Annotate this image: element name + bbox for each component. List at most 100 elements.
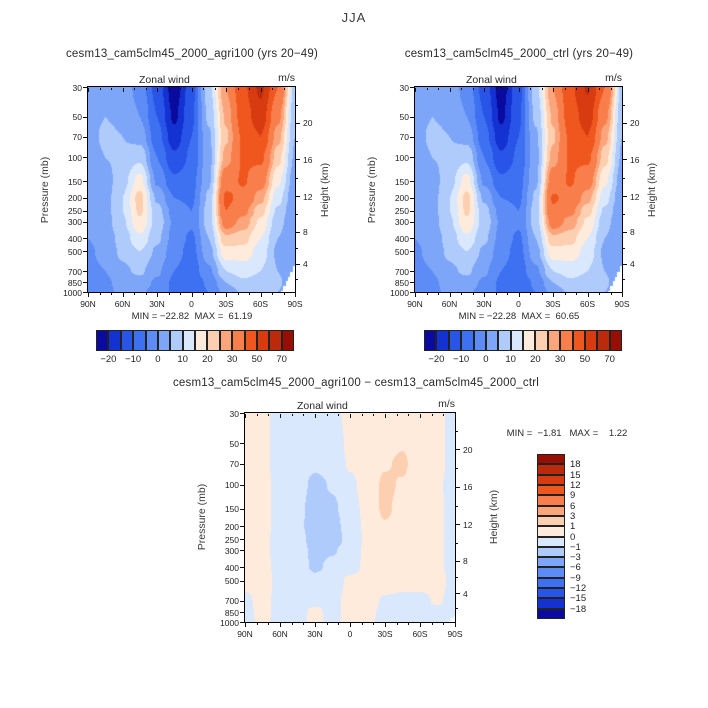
height-minor-tick [295, 278, 298, 280]
lat-major-tick [415, 292, 416, 297]
colorbar-swatch [281, 330, 294, 351]
colorbar-swatch [537, 515, 565, 527]
pressure-tick-label: 700 [394, 266, 409, 277]
colorbar-swatch [436, 330, 449, 351]
pressure-tick [240, 622, 245, 623]
colorbar-tick-label: 10 [505, 354, 516, 365]
height-minor-tick [295, 104, 298, 106]
lat-minor-tick [214, 292, 216, 295]
colorbar-tick-label: 9 [570, 490, 576, 502]
pressure-tick [240, 508, 245, 510]
colorbar-swatch [244, 330, 257, 351]
lat-minor-tick [361, 622, 363, 625]
lat-minor-tick [168, 292, 170, 295]
colorbar-swatch [537, 557, 565, 568]
height-minor-tick [295, 248, 298, 250]
lat-major-tick [226, 292, 227, 297]
pressure-tick-label: 30 [399, 82, 409, 93]
panel-title-agri100: cesm13_cam5clm45_2000_agri100 (yrs 20−49… [65, 48, 319, 60]
colorbar-tick-label: 0 [483, 354, 489, 365]
units-label-ctrl: m/s [605, 72, 622, 84]
lat-minor-tick [283, 292, 285, 295]
lat-minor-tick-top [99, 88, 101, 90]
lat-minor-tick-top [610, 88, 612, 90]
pressure-tick-label: 400 [67, 233, 82, 244]
lat-minor-tick [495, 292, 497, 295]
height-tick-label: 8 [463, 556, 468, 567]
lat-minor-tick-top [541, 88, 543, 90]
height-minor-tick [455, 577, 458, 579]
pressure-tick-label: 1000 [390, 287, 409, 298]
colorbar-swatch [537, 546, 565, 558]
lat-major-tick [420, 622, 421, 627]
lat-minor-tick-top [599, 88, 600, 90]
lat-minor-tick-top [268, 414, 270, 416]
pressure-tick [240, 463, 245, 465]
height-minor-tick [622, 177, 625, 179]
lat-minor-tick [443, 622, 445, 625]
height-tick [455, 593, 460, 595]
lat-tick-label: 60S [252, 299, 269, 309]
lat-minor-tick-top [530, 88, 531, 90]
height-tick [455, 560, 460, 562]
lat-minor-tick [268, 622, 270, 625]
pressure-tick-label: 150 [67, 176, 82, 187]
lat-major-tick-top [622, 88, 623, 92]
lat-minor-tick [203, 292, 204, 295]
pressure-tick [410, 238, 415, 240]
lat-minor-tick [180, 292, 181, 295]
height-tick-label: 16 [630, 154, 640, 165]
colorbar-tick-label: −15 [570, 593, 587, 605]
height-tick [455, 449, 460, 451]
pressure-tick-label: 500 [224, 576, 239, 587]
pressure-tick [410, 116, 415, 118]
lat-major-tick [455, 622, 456, 627]
contour-plot-ctrl [415, 87, 622, 292]
colorbar-swatch [537, 608, 565, 619]
lat-minor-tick [338, 622, 340, 625]
pressure-tick [240, 567, 245, 569]
lat-minor-tick-top [495, 88, 497, 90]
lat-major-tick-top [245, 414, 246, 418]
field-label-diff: Zonal wind [297, 400, 348, 412]
lat-minor-tick-top [338, 414, 340, 416]
pressure-tick-label: 500 [394, 246, 409, 257]
colorbar-swatch [560, 330, 573, 351]
pressure-tick-label: 400 [224, 562, 239, 573]
pressure-tick-label: 850 [67, 277, 82, 288]
colorbar-tick-label: −10 [125, 354, 142, 365]
pressure-tick [83, 87, 88, 88]
lat-major-tick-top [455, 414, 456, 418]
colorbar-tick-label: 1 [570, 521, 576, 533]
lat-minor-tick-top [249, 88, 250, 90]
lat-tick-label: 30S [377, 629, 393, 639]
colorbar-tick-label: −10 [453, 354, 470, 365]
pressure-tick [240, 550, 245, 552]
pressure-tick [240, 580, 245, 582]
colorbar-tick-label: −20 [428, 354, 445, 365]
height-tick-label: 4 [630, 259, 635, 270]
lat-major-tick [449, 292, 451, 297]
height-tick [622, 263, 627, 265]
height-tick [455, 524, 460, 526]
lat-major-tick-top [226, 88, 227, 92]
lat-major-tick-top [350, 414, 351, 418]
height-tick-label: 12 [463, 519, 473, 530]
units-label-agri100: m/s [278, 72, 295, 84]
colorbar-tick-label: 30 [226, 354, 238, 365]
colorbar-swatch [195, 330, 208, 351]
figure-title: JJA [341, 10, 367, 25]
pressure-tick [410, 282, 415, 284]
colorbar-tick-label: −1 [570, 541, 581, 553]
colorbar-swatch [537, 567, 565, 578]
lat-major-tick-top [385, 414, 386, 418]
height-minor-tick [455, 608, 458, 610]
height-tick-label: 16 [303, 154, 313, 165]
colorbar-swatch [537, 484, 565, 496]
lat-major-tick [157, 292, 158, 297]
lat-minor-tick [396, 622, 398, 625]
lat-minor-tick-top [438, 88, 439, 90]
pressure-tick-label: 100 [224, 480, 239, 491]
lat-minor-tick-top [396, 414, 398, 416]
colorbar-tick-label: 20 [202, 354, 213, 365]
